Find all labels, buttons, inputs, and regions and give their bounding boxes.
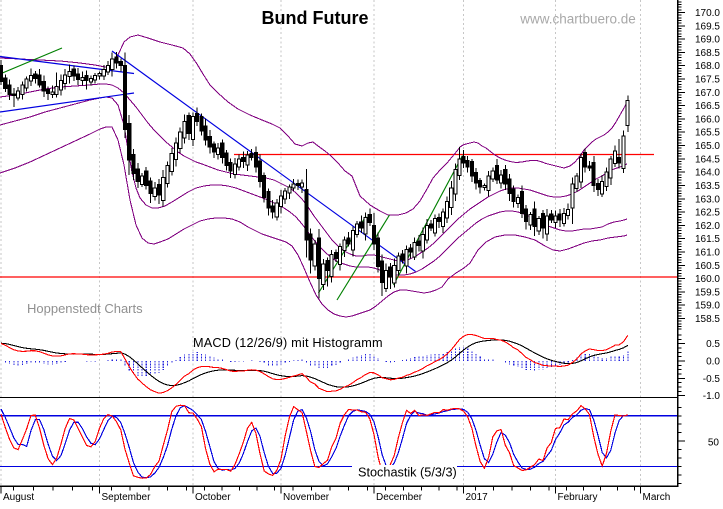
- svg-text:August: August: [3, 492, 34, 503]
- svg-text:169.0: 169.0: [695, 35, 720, 46]
- svg-text:167.0: 167.0: [695, 88, 720, 99]
- svg-text:161.5: 161.5: [695, 234, 720, 245]
- svg-text:166.5: 166.5: [695, 101, 720, 112]
- svg-text:164.5: 164.5: [695, 154, 720, 165]
- svg-text:0.0: 0.0: [706, 357, 720, 368]
- svg-text:2017: 2017: [466, 492, 489, 503]
- svg-text:-0.5: -0.5: [703, 374, 721, 385]
- svg-text:February: February: [558, 492, 598, 503]
- svg-text:October: October: [195, 492, 231, 503]
- svg-text:September: September: [102, 492, 152, 503]
- svg-text:March: March: [643, 492, 671, 503]
- svg-text:December: December: [376, 492, 423, 503]
- svg-text:159.0: 159.0: [695, 301, 720, 312]
- svg-text:165.5: 165.5: [695, 128, 720, 139]
- svg-text:163.5: 163.5: [695, 181, 720, 192]
- svg-text:159.5: 159.5: [695, 287, 720, 298]
- svg-text:164.0: 164.0: [695, 168, 720, 179]
- svg-text:November: November: [283, 492, 330, 503]
- svg-text:www.chartbuero.de: www.chartbuero.de: [519, 12, 636, 27]
- svg-text:158.5: 158.5: [695, 314, 720, 325]
- svg-text:Stochastik (5/3/3): Stochastik (5/3/3): [358, 466, 457, 480]
- svg-text:50: 50: [708, 438, 720, 449]
- svg-text:161.0: 161.0: [695, 248, 720, 259]
- svg-text:163.0: 163.0: [695, 194, 720, 205]
- svg-text:168.0: 168.0: [695, 61, 720, 72]
- svg-text:170.0: 170.0: [695, 8, 720, 19]
- svg-text:MACD (12/26/9) mit Histogramm: MACD (12/26/9) mit Histogramm: [193, 336, 383, 350]
- svg-text:165.0: 165.0: [695, 141, 720, 152]
- svg-text:169.5: 169.5: [695, 21, 720, 32]
- svg-text:167.5: 167.5: [695, 75, 720, 86]
- svg-text:Bund Future: Bund Future: [262, 8, 369, 28]
- svg-text:160.5: 160.5: [695, 261, 720, 272]
- svg-text:Hoppenstedt Charts: Hoppenstedt Charts: [27, 301, 143, 316]
- svg-text:-1.0: -1.0: [703, 391, 721, 402]
- svg-text:162.5: 162.5: [695, 208, 720, 219]
- svg-text:0.5: 0.5: [706, 339, 720, 350]
- svg-text:160.0: 160.0: [695, 274, 720, 285]
- svg-text:162.0: 162.0: [695, 221, 720, 232]
- svg-text:168.5: 168.5: [695, 48, 720, 59]
- svg-text:166.0: 166.0: [695, 114, 720, 125]
